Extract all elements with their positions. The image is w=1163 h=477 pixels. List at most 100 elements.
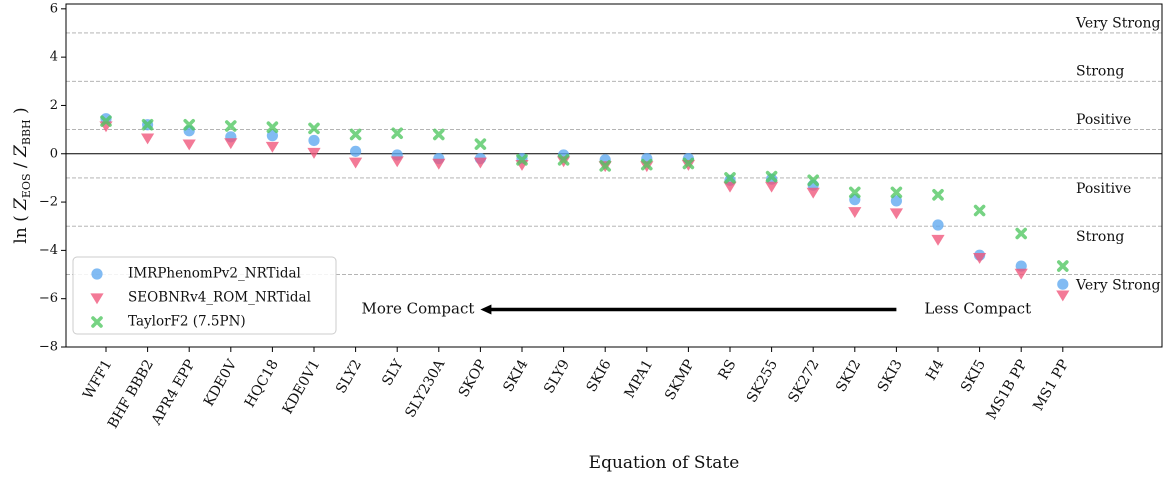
data-point [266,121,279,133]
legend-label: TaylorF2 (7.5PN) [128,314,246,330]
data-point [1057,278,1069,290]
evidence-band-labels: Very Strong Strong Positive Positive Strong V… [1075,15,1161,293]
y-tick-label: 6 [50,1,58,16]
x-tick-label: SK255 [744,357,781,406]
legend-marker [90,293,104,305]
x-tick-label: MS1B PP [984,357,1031,423]
data-point [141,118,154,131]
data-point [932,219,944,231]
x-tick-label: SK272 [785,357,822,406]
less-compact-label: Less Compact [924,300,1031,318]
plot-frame [65,3,1163,348]
y-tick-label: 2 [50,98,58,113]
data-point [390,156,404,168]
x-tick-label: SKOP [456,357,490,400]
band-label: Very Strong [1075,277,1161,293]
data-point [1015,227,1027,240]
x-tick-label: WFF1 [80,357,115,402]
y-tick-label: −6 [39,291,58,306]
data-point [1014,268,1028,280]
data-markers [99,113,1070,302]
y-tick-label: 0 [50,146,58,161]
data-point [932,189,944,201]
series-x [100,115,1069,272]
band-label: Strong [1076,229,1124,245]
y-title-sub-eos: EOS [20,173,33,198]
data-point [557,153,570,166]
compactness-annotation: More Compact Less Compact [361,300,1031,318]
data-point [182,139,196,151]
data-point [931,234,945,246]
x-tick-label: SKMP [662,357,698,403]
data-point [1057,260,1069,272]
x-tick-label: HQC18 [242,357,282,410]
data-point [433,128,445,141]
data-point [890,195,903,207]
data-point [432,158,446,170]
band-label: Positive [1076,181,1131,197]
data-point [890,186,903,199]
data-point [473,157,487,169]
x-tick-label: SKI2 [833,357,864,395]
data-point [765,170,778,183]
data-point [765,181,779,193]
x-tick-label: SKI6 [584,357,615,395]
x-tick-label: KDE0V [201,356,241,409]
x-tick-label: SLY2 [333,357,365,396]
data-point [225,120,237,132]
band-label: Positive [1076,112,1131,128]
x-tick-label: MS1 PP [1030,357,1072,414]
data-point [350,145,362,157]
y-title-sub-bbh: BBH [20,119,33,145]
data-point [349,157,363,169]
reference-lines [66,32,1162,275]
legend-label: SEOBNRv4_ROM_NRTidal [128,290,311,306]
legend-label: IMRPhenomPv2_NRTidal [128,266,301,282]
data-point [973,204,986,217]
x-tick-label: SKI3 [875,357,906,395]
data-point [724,172,736,184]
data-point [183,118,195,131]
y-title-evidence: Z [11,197,31,211]
data-point [1056,290,1070,302]
data-point [474,138,487,150]
legend-marker [91,268,103,280]
x-tick-label: APR4 EPP [148,357,199,429]
y-tick-label: 4 [50,50,58,65]
data-point [849,186,861,199]
x-tick-label: SLY230A [402,356,448,420]
y-title-suffix: ) [11,107,31,119]
data-point [307,147,321,159]
x-tick-label: SKI5 [958,357,989,395]
y-tick-label: −2 [39,195,58,210]
legend: IMRPhenomPv2_NRTidal SEOBNRv4_ROM_NRTidal… [72,256,337,335]
y-title-prefix: ln ( [11,210,31,244]
data-point [349,128,362,141]
data-point [100,115,112,127]
y-title-separator: / [11,157,31,174]
x-tick-label: H4 [923,357,947,383]
data-point [265,141,279,153]
more-compact-label: More Compact [361,300,474,318]
data-point [391,127,403,140]
x-tick-label: SLY [379,356,407,388]
data-point [599,160,611,172]
data-point [308,122,320,135]
legend-marker [91,316,103,328]
data-point [224,138,238,150]
x-tick-label: KDE0V1 [280,357,324,417]
data-point [806,187,820,199]
band-label: Strong [1076,64,1124,80]
data-point [266,130,278,142]
data-point [723,181,737,193]
data-point [516,153,528,166]
data-point [308,134,320,147]
data-point [682,157,695,170]
x-tick-label: SKI4 [500,357,531,395]
data-point [889,208,903,220]
band-label: Very Strong [1075,15,1161,31]
legend-box [72,256,337,335]
y-axis: −8 −6 −4 −2 0 2 4 6 [39,1,66,355]
